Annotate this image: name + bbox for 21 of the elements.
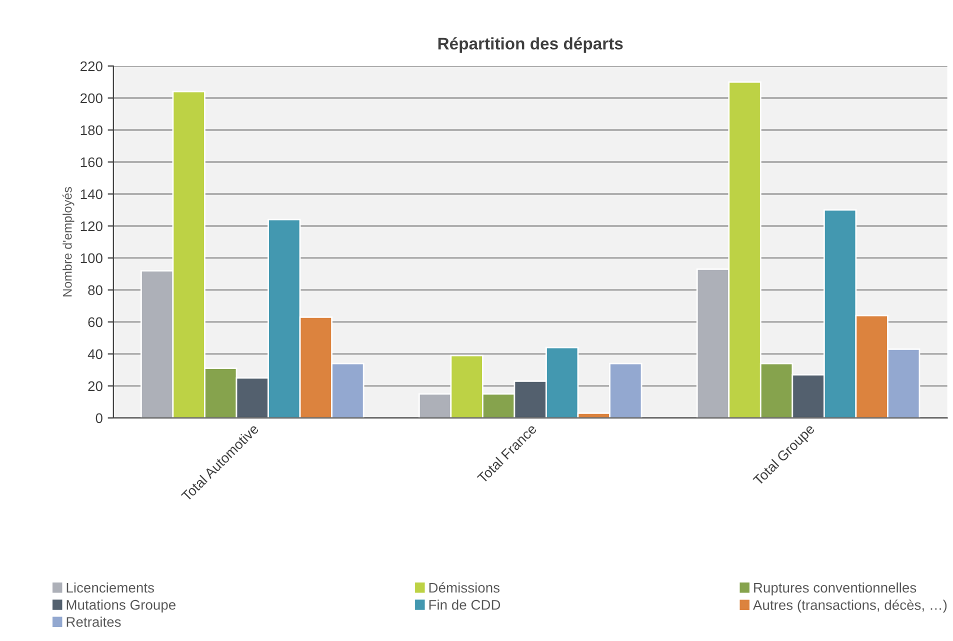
y-tick-label: 60 <box>88 317 102 328</box>
chart-title: Répartition des départs <box>438 37 623 53</box>
legend-label: Retraites <box>66 616 121 627</box>
y-tick-label: 180 <box>80 125 102 136</box>
legend-label: Autres (transactions, décès, …) <box>752 600 947 613</box>
y-tick-label: 40 <box>88 349 102 360</box>
y-tick-label: 160 <box>80 157 102 168</box>
y-tick-label: 120 <box>80 221 102 232</box>
y-tick-label: 80 <box>88 285 102 296</box>
legend-label: Licenciements <box>66 582 154 593</box>
legend-label: Mutations Groupe <box>66 600 176 613</box>
y-tick-label: 140 <box>80 189 102 200</box>
legend-label: Ruptures conventionnelles <box>754 582 916 596</box>
y-tick-label: 200 <box>80 93 102 104</box>
y-tick-label: 220 <box>80 61 102 72</box>
y-tick-label: 100 <box>80 253 102 264</box>
y-tick-label: 0 <box>96 413 102 424</box>
y-tick-label: 20 <box>88 381 102 392</box>
legend-label: Démissions <box>429 582 500 593</box>
legend-label: Fin de CDD <box>429 600 500 610</box>
y-axis-title: Nombre d'employés <box>62 187 74 296</box>
